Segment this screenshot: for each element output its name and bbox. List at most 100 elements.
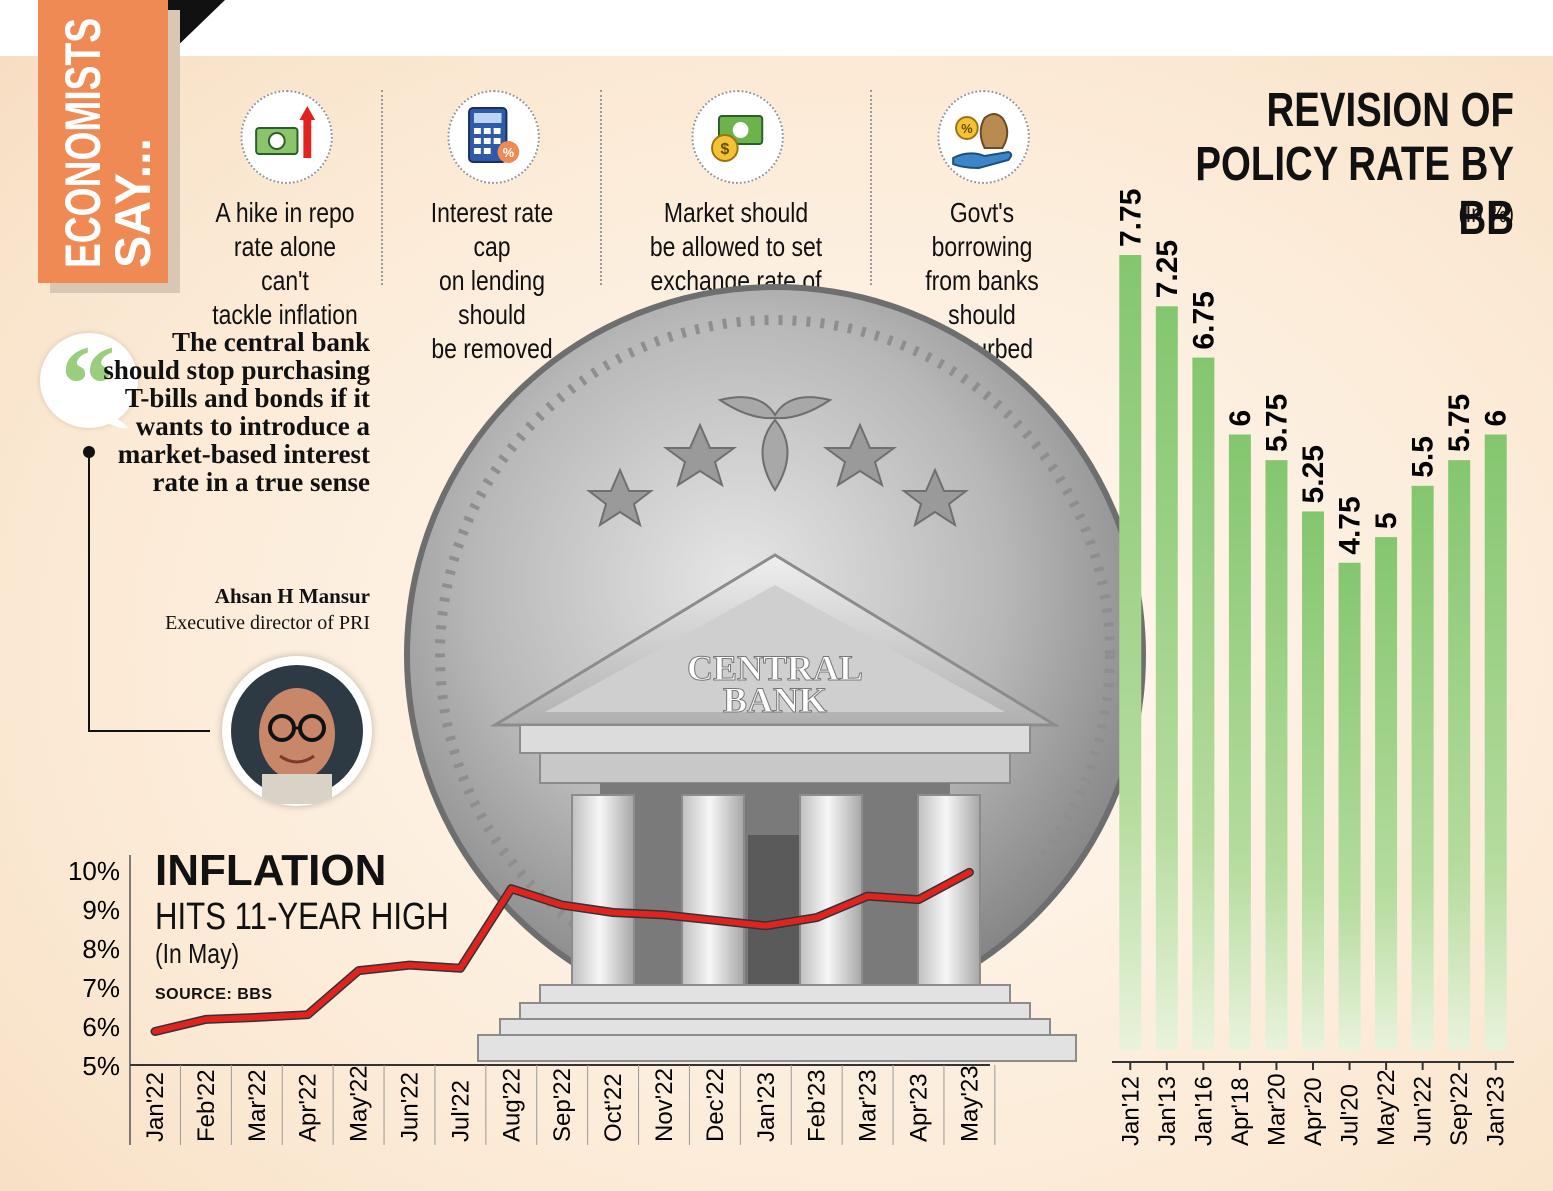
coin-stars bbox=[586, 422, 969, 528]
inflation-x-tick-label: Jul'22 bbox=[447, 1080, 474, 1142]
calculator-percent-icon: % bbox=[447, 90, 540, 184]
inflation-x-tick-label: Jan'22 bbox=[142, 1072, 169, 1142]
policy-bar-value: 7.25 bbox=[1151, 240, 1184, 298]
bank-frieze bbox=[539, 752, 1011, 784]
inflation-chart-subtitle: HITS 11-YEAR HIGH bbox=[155, 896, 449, 938]
policy-bar bbox=[1119, 255, 1142, 1050]
policy-chart-title: REVISION OF POLICY RATE BY BB bbox=[1195, 84, 1514, 245]
inflation-x-tick-label: Apr'22 bbox=[295, 1073, 322, 1142]
bank-label-line-1: CENTRAL bbox=[687, 648, 863, 688]
inflation-line bbox=[152, 869, 973, 1035]
inflation-x-tick-label: Dec'22 bbox=[702, 1068, 729, 1142]
feature-repo-hike: A hike in repo rate alone can't tackle i… bbox=[207, 90, 363, 332]
quote-leader-line bbox=[88, 452, 210, 732]
quote-text: The central bank should stop purchasing … bbox=[103, 327, 370, 497]
policy-x-tick-label: Jan'16 bbox=[1190, 1076, 1217, 1146]
svg-text:“: “ bbox=[61, 333, 116, 428]
quote-bubble: “ bbox=[40, 323, 138, 445]
section-tag bbox=[38, 0, 168, 283]
policy-bar bbox=[1338, 562, 1361, 1050]
svg-text:%: % bbox=[503, 145, 515, 160]
policy-bar-value: 7.75 bbox=[1114, 189, 1147, 247]
inflation-line-chart: 10% 9% 8% 7% 6% 5% Jan'22 Feb'22 Mar'22 Apr'22 May… bbox=[68, 855, 996, 1145]
tag-line-1: ECONOMISTS bbox=[55, 18, 111, 268]
inflation-x-tick-label: Nov'22 bbox=[651, 1068, 678, 1142]
bank-label-line-2: BANK bbox=[723, 680, 827, 720]
policy-bar-value: 6 bbox=[1224, 410, 1257, 427]
inflation-y-tick-label: 9% bbox=[82, 895, 120, 925]
inflation-point bbox=[917, 898, 920, 901]
inflation-point bbox=[510, 887, 513, 890]
inflation-point bbox=[764, 924, 767, 927]
policy-bar-value: 5.75 bbox=[1443, 394, 1476, 452]
policy-bar-value: 6.75 bbox=[1187, 291, 1220, 349]
inflation-x-tick-label: May'22 bbox=[346, 1065, 373, 1142]
inflation-source: SOURCE: BBS bbox=[155, 986, 273, 1003]
inflation-point bbox=[713, 919, 716, 922]
policy-bar bbox=[1484, 434, 1507, 1051]
inflation-x-tick-label: Oct'22 bbox=[600, 1073, 627, 1142]
avatar bbox=[222, 656, 372, 806]
inflation-y-tick-label: 6% bbox=[82, 1012, 120, 1042]
policy-x-tick-label: Jul'20 bbox=[1337, 1084, 1364, 1146]
bank-entablature bbox=[519, 724, 1031, 754]
inflation-chart-title: INFLATION bbox=[155, 846, 387, 895]
inflation-x-tick-label: Mar'23 bbox=[855, 1069, 882, 1142]
dollar-coins-icon: $ bbox=[691, 90, 784, 184]
bank-steps bbox=[477, 984, 1077, 1062]
feature-text: Interest rate cap on lending should be r… bbox=[430, 197, 554, 364]
inflation-point bbox=[815, 916, 818, 919]
inflation-point bbox=[154, 1030, 156, 1033]
policy-bar bbox=[1192, 357, 1215, 1050]
inflation-y-tick-label: 7% bbox=[82, 973, 120, 1003]
policy-bar bbox=[1448, 460, 1471, 1051]
policy-x-tick-label: Jan'13 bbox=[1154, 1076, 1181, 1146]
policy-bar bbox=[1302, 511, 1324, 1050]
divider bbox=[600, 90, 602, 285]
inflation-x-tick-label: May'23 bbox=[956, 1065, 983, 1142]
policy-x-tick-label: Apr'20 bbox=[1300, 1077, 1327, 1146]
quote-role: Executive director of PRI bbox=[165, 612, 370, 634]
quote-mark-icon: “ bbox=[61, 323, 138, 445]
feature-govt-borrowing: % Govt's borrowing from banks should be … bbox=[898, 90, 1065, 366]
bank-door bbox=[748, 835, 806, 993]
inflation-point bbox=[408, 964, 411, 967]
policy-chart-unit: (In %) bbox=[1458, 198, 1514, 228]
inflation-x-tick-label: Sep'22 bbox=[549, 1068, 576, 1142]
inflation-point bbox=[357, 969, 360, 972]
inflation-point bbox=[663, 913, 665, 916]
bank-columns bbox=[571, 794, 981, 986]
coin-rim-dots bbox=[435, 315, 1115, 995]
policy-bar bbox=[1375, 537, 1398, 1050]
policy-bar-value: 5.75 bbox=[1260, 394, 1293, 452]
policy-x-tick-label: Mar'20 bbox=[1263, 1073, 1290, 1146]
corner-triangle bbox=[167, 0, 225, 56]
inflation-chart-unit: (In May) bbox=[155, 938, 240, 969]
inflation-x-tick-label: Apr'23 bbox=[906, 1073, 933, 1142]
inflation-y-tick-label: 5% bbox=[82, 1051, 120, 1081]
policy-bar-value: 6 bbox=[1480, 410, 1513, 427]
policy-bar-value: 4.75 bbox=[1334, 496, 1367, 554]
feature-exchange-rate: $ Market should be allowed to set exchan… bbox=[631, 90, 841, 332]
policy-x-tick-label: Jun'22 bbox=[1410, 1076, 1437, 1146]
policy-bar bbox=[1155, 306, 1178, 1051]
inflation-x-tick-label: Feb'22 bbox=[193, 1069, 220, 1142]
divider bbox=[381, 90, 383, 285]
policy-x-tick-label: Apr'18 bbox=[1227, 1077, 1254, 1146]
inflation-point bbox=[459, 967, 462, 970]
section-tag-label: ECONOMISTS SAY... bbox=[38, 0, 168, 283]
policy-x-tick-label: Jan'12 bbox=[1117, 1076, 1144, 1146]
inflation-y-tick-label: 10% bbox=[68, 856, 120, 886]
policy-x-tick-label: Sep'22 bbox=[1446, 1072, 1473, 1146]
inflation-x-tick-label: Mar'22 bbox=[244, 1069, 271, 1142]
inflation-point bbox=[612, 911, 615, 914]
inflation-x-tick-label: Jun'22 bbox=[397, 1072, 424, 1142]
feature-rate-cap: % Interest rate cap on lending should be… bbox=[410, 90, 574, 366]
divider bbox=[870, 90, 872, 285]
inflation-point bbox=[204, 1018, 207, 1021]
coin-wings bbox=[717, 396, 833, 420]
inflation-point bbox=[306, 1013, 309, 1016]
bank-pediment-inner bbox=[545, 585, 1005, 712]
